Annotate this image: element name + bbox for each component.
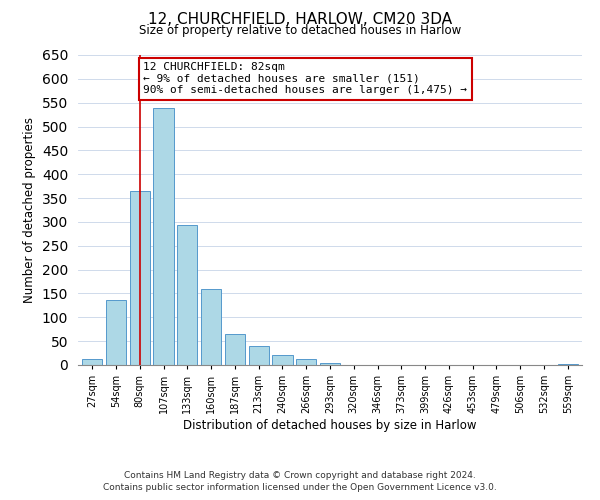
Bar xyxy=(106,300,126,365)
Y-axis label: Number of detached properties: Number of detached properties xyxy=(23,117,37,303)
Bar xyxy=(248,346,269,365)
Bar xyxy=(130,191,150,365)
Bar xyxy=(557,364,578,365)
Text: Contains HM Land Registry data © Crown copyright and database right 2024.
Contai: Contains HM Land Registry data © Crown c… xyxy=(103,471,497,492)
Bar xyxy=(177,226,197,365)
Bar xyxy=(320,362,340,365)
Bar xyxy=(82,360,103,365)
Bar xyxy=(296,359,316,365)
Text: 12, CHURCHFIELD, HARLOW, CM20 3DA: 12, CHURCHFIELD, HARLOW, CM20 3DA xyxy=(148,12,452,28)
X-axis label: Distribution of detached houses by size in Harlow: Distribution of detached houses by size … xyxy=(183,419,477,432)
Bar xyxy=(225,334,245,365)
Bar xyxy=(201,288,221,365)
Bar xyxy=(154,108,173,365)
Text: Size of property relative to detached houses in Harlow: Size of property relative to detached ho… xyxy=(139,24,461,37)
Bar xyxy=(272,354,293,365)
Text: 12 CHURCHFIELD: 82sqm
← 9% of detached houses are smaller (151)
90% of semi-deta: 12 CHURCHFIELD: 82sqm ← 9% of detached h… xyxy=(143,62,467,96)
